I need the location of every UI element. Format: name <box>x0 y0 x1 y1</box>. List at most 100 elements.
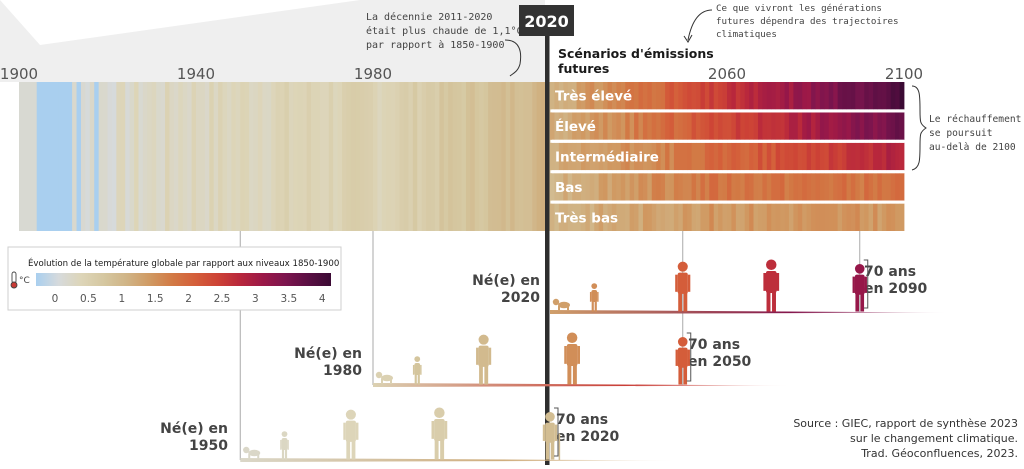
scenario-stripe <box>815 203 821 231</box>
scenario-stripe <box>567 112 573 140</box>
scenario-stripe <box>735 82 741 110</box>
scenario-stripe <box>682 173 688 201</box>
scenario-stripe <box>828 142 834 171</box>
scenario-stripe <box>899 203 905 231</box>
scenario-stripe <box>629 142 635 171</box>
scenario-stripe <box>837 173 843 201</box>
scenario-stripe <box>837 112 843 140</box>
scenario-stripe <box>594 203 600 231</box>
scenario-stripe <box>713 112 719 140</box>
born-label-line1: Né(e) en <box>294 346 362 362</box>
scenario-stripe <box>691 173 697 201</box>
scenario-stripe <box>638 142 644 171</box>
scenario-stripe <box>603 203 608 231</box>
scenario-stripe <box>629 203 635 231</box>
continue-note-line2: se poursuit <box>929 128 993 139</box>
stripe-1986 <box>399 82 405 231</box>
scenario-stripe <box>757 203 763 231</box>
scenario-stripe <box>771 203 777 231</box>
scenario-stripe <box>771 82 777 110</box>
stripe-1968 <box>319 82 325 231</box>
scenario-stripe <box>651 173 657 201</box>
scenario-stripe <box>762 112 768 140</box>
scenario-stripe <box>673 112 679 140</box>
scenario-stripe <box>873 112 878 140</box>
scenario-stripe <box>660 112 666 140</box>
stripe-1970 <box>328 82 334 231</box>
stripe-2000 <box>461 82 467 231</box>
scenario-stripe <box>585 82 591 110</box>
scenario-stripe <box>625 203 631 231</box>
scenario-stripe <box>881 173 887 201</box>
scenario-stripe <box>678 82 684 110</box>
scenario-stripe <box>780 112 785 140</box>
scenario-stripe <box>842 173 847 201</box>
scenario-stripe <box>842 203 847 231</box>
scenario-stripe <box>598 203 604 231</box>
stripe-2008 <box>496 82 502 231</box>
legend-tick-3.5: 3.5 <box>280 293 297 305</box>
scenario-stripe <box>842 142 847 171</box>
scenario-label: Intermédiaire <box>555 150 659 166</box>
scenario-stripe <box>793 173 799 201</box>
stripe-2014 <box>523 82 529 231</box>
scenario-stripe <box>846 203 852 231</box>
scenario-stripe <box>660 173 666 201</box>
scenario-stripe <box>554 203 560 231</box>
scenario-stripe <box>824 82 830 110</box>
scenario-stripe <box>797 82 803 110</box>
stripe-1927 <box>138 82 144 231</box>
scenario-stripe <box>828 112 834 140</box>
scenario-stripe <box>864 142 869 171</box>
stripe-1924 <box>125 82 131 231</box>
scenario-stripe <box>700 173 706 201</box>
stripe-1971 <box>333 82 338 231</box>
scenario-stripe <box>625 112 631 140</box>
scenario-stripe <box>709 142 715 171</box>
scenario-stripe <box>780 82 785 110</box>
born-label-line2: 1950 <box>189 438 228 454</box>
stripe-1994 <box>434 82 440 231</box>
scenario-stripe <box>788 203 794 231</box>
scenario-stripe <box>890 82 896 110</box>
scenario-stripe <box>762 173 768 201</box>
scenario-stripe <box>788 142 794 171</box>
scenario-stripe <box>877 142 883 171</box>
legend-tick-1: 1 <box>118 293 125 305</box>
temperature-legend: Évolution de la température globale par … <box>7 246 342 311</box>
scenario-divider <box>552 139 904 143</box>
scenario-stripe <box>727 112 732 140</box>
scenario-stripe <box>669 142 675 171</box>
scenario-stripe <box>855 203 861 231</box>
stripe-1953 <box>253 82 259 231</box>
age-label-line1: 70 ans <box>556 412 608 428</box>
scenario-stripe <box>576 203 582 231</box>
scenario-stripe <box>607 142 613 171</box>
scenario-stripe <box>709 173 715 201</box>
scenario-stripe <box>771 173 777 201</box>
scenario-stripe <box>811 112 816 140</box>
scenario-stripe <box>744 203 750 231</box>
scenario-stripe <box>802 203 808 231</box>
scenario-stripe <box>656 173 662 201</box>
scenario-stripe <box>687 173 692 201</box>
stripe-1965 <box>306 82 312 231</box>
scenario-stripe <box>846 173 852 201</box>
scenario-stripe <box>647 82 653 110</box>
scenario-stripe <box>890 112 896 140</box>
scenario-stripe <box>793 203 799 231</box>
scenario-stripe <box>718 142 723 171</box>
stripe-1958 <box>275 82 281 231</box>
scenario-stripe <box>687 203 692 231</box>
scenario-stripe <box>580 142 586 171</box>
stripe-1960 <box>284 82 290 231</box>
scenario-stripe <box>616 82 622 110</box>
scenario-stripe <box>651 82 657 110</box>
scenario-stripe <box>727 82 732 110</box>
stripe-1967 <box>315 82 321 231</box>
scenario-stripe <box>855 142 861 171</box>
scenario-stripe <box>611 203 617 231</box>
scenario-stripe <box>749 82 754 110</box>
